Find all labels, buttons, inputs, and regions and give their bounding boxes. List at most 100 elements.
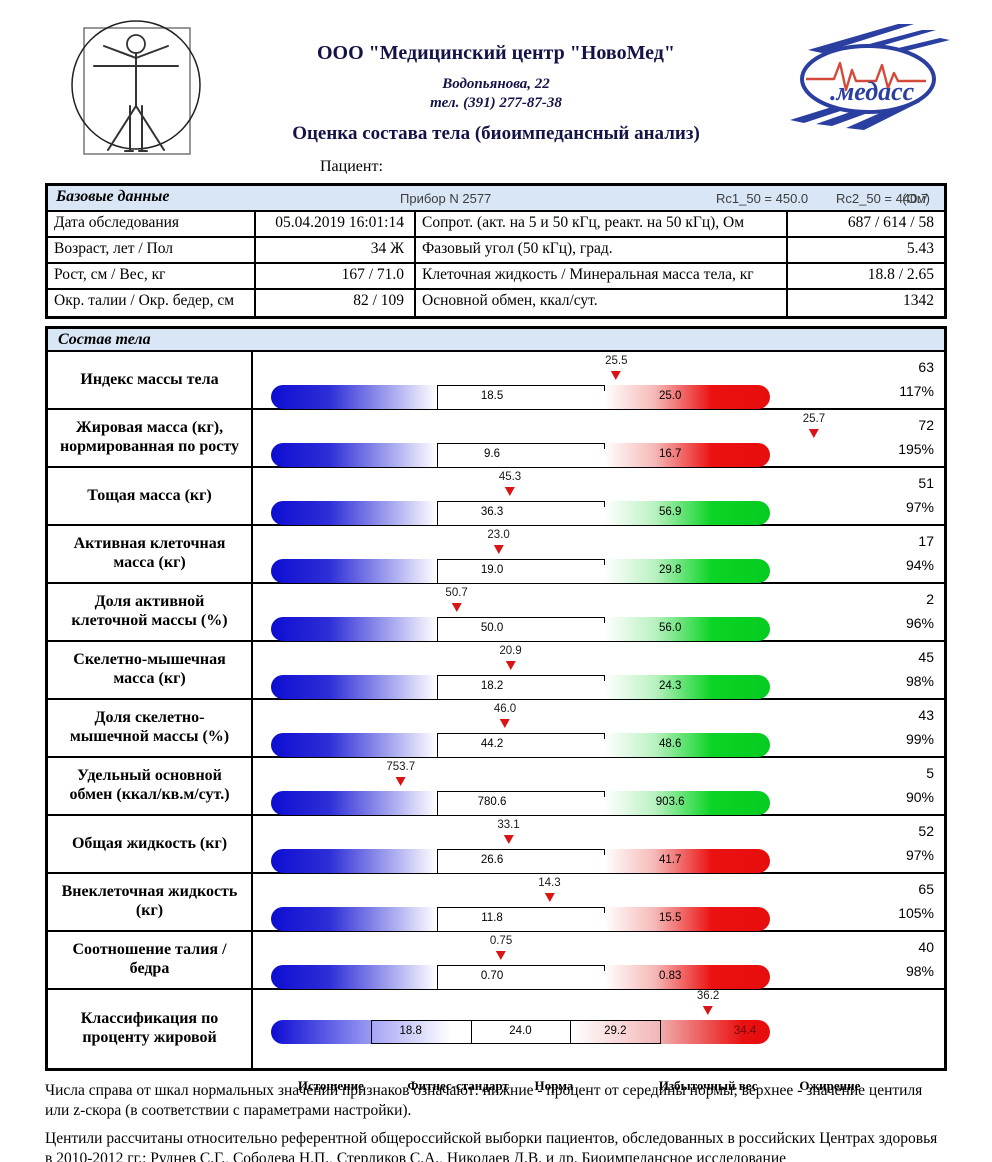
marker-value: 36.2 bbox=[696, 990, 720, 1002]
bar-area: 25.5 18.5 25.0 bbox=[253, 352, 944, 410]
bar-zone-upper bbox=[603, 559, 770, 583]
segment-underweight bbox=[271, 1020, 371, 1044]
composition-row: Доля скелетно-мышечной массы (%) 46.0 44… bbox=[48, 700, 944, 758]
param-label: Рост, см / Вес, кг bbox=[48, 264, 256, 288]
scale-tick-mid bbox=[560, 525, 603, 526]
basic-data-header: Базовые данные Прибор N 2577 Rc1_50 = 45… bbox=[48, 186, 944, 212]
scale-tick-top bbox=[603, 617, 605, 623]
bar-zone-lower bbox=[271, 849, 438, 873]
bar-area: 0.75 0.70 0.83 bbox=[253, 932, 944, 990]
org-name: ООО "Медицинский центр "НовоМед" bbox=[316, 42, 676, 64]
logo-text: .медасс bbox=[830, 77, 915, 106]
scale-tick-top bbox=[603, 675, 605, 681]
norm-low-label: 0.70 bbox=[480, 970, 504, 982]
marker-value: 25.5 bbox=[605, 355, 628, 367]
norm-low-label: 36.3 bbox=[480, 506, 504, 518]
footnote-paragraph: Центили рассчитаны относительно референт… bbox=[45, 1129, 938, 1162]
composition-row: Индекс массы тела 25.5 18.5 25.0 63 117% bbox=[48, 352, 944, 410]
basic-data-table: Базовые данные Прибор N 2577 Rc1_50 = 45… bbox=[45, 183, 947, 319]
composition-row: Активная клеточная масса (кг) 23.0 19.0 … bbox=[48, 526, 944, 584]
param-value: 687 / 614 / 58 bbox=[847, 214, 934, 231]
bar-zone-normal bbox=[437, 733, 604, 757]
classification-row: Классификация по проценту жировой 36.2 1… bbox=[48, 990, 944, 1093]
param-label: Возраст, лет / Пол bbox=[48, 238, 256, 262]
bar-zone-lower bbox=[271, 501, 438, 525]
marker-triangle-icon bbox=[500, 719, 511, 728]
marker-value: 0.75 bbox=[489, 935, 513, 947]
norm-high-label: 24.3 bbox=[658, 680, 682, 692]
centile-value: 2 bbox=[926, 591, 934, 607]
param-value: 34 Ж bbox=[256, 238, 416, 262]
scale-tick-mid bbox=[560, 409, 603, 410]
marker-triangle-icon bbox=[451, 603, 462, 612]
norm-high-label: 16.7 bbox=[658, 448, 682, 460]
bar-zone-lower bbox=[271, 907, 438, 931]
scale-bar: 33.1 26.6 41.7 bbox=[271, 819, 770, 874]
bar-zone-upper bbox=[603, 907, 770, 931]
bar-zone-normal bbox=[437, 559, 604, 583]
composition-row: Соотношение талия / бедра 0.75 0.70 0.83… bbox=[48, 932, 944, 990]
scale-tick-mid bbox=[560, 467, 603, 468]
norm-high-label: 29.8 bbox=[658, 564, 682, 576]
composition-row: Тощая масса (кг) 45.3 36.3 56.9 51 97% bbox=[48, 468, 944, 526]
scale-tick-mid bbox=[560, 989, 603, 990]
composition-table: Состав тела Индекс массы тела 25.5 18.5 … bbox=[45, 326, 947, 1093]
centile-value: 17 bbox=[918, 533, 934, 549]
segment-obese bbox=[660, 1020, 770, 1044]
norm-high-label: 41.7 bbox=[658, 854, 682, 866]
bar-marker: 14.3 bbox=[538, 877, 561, 907]
rc2-value: Rc2_50 = 440.7 bbox=[836, 191, 929, 206]
centile-value: 45 bbox=[918, 649, 934, 665]
basic-row: Дата обследования 05.04.2019 16:01:14 Со… bbox=[48, 212, 944, 238]
scale-bar: 25.7 9.6 16.7 bbox=[271, 413, 825, 468]
report-title: Оценка состава тела (биоимпедансный анал… bbox=[292, 123, 700, 144]
marker-value: 25.7 bbox=[802, 413, 826, 425]
centile-value: 63 bbox=[918, 359, 934, 375]
patient-label: Пациент: bbox=[320, 158, 383, 175]
parameter-label: Классификация по проценту жировой bbox=[48, 990, 253, 1068]
scale-bar: 50.7 50.0 56.0 bbox=[271, 587, 770, 642]
scale-tick-top bbox=[603, 907, 605, 913]
param-label: Дата обследования bbox=[48, 212, 256, 236]
rc1-value: Rc1_50 = 450.0 bbox=[716, 191, 809, 206]
parameter-label: Жировая масса (кг), нормированная по рос… bbox=[48, 410, 253, 466]
scale-tick-mid bbox=[560, 641, 603, 642]
percent-value: 90% bbox=[905, 789, 934, 805]
marker-triangle-icon bbox=[503, 835, 514, 844]
row-values: 43 99% bbox=[844, 700, 934, 756]
percent-value: 195% bbox=[898, 441, 934, 457]
parameter-label: Доля скелетно-мышечной массы (%) bbox=[48, 700, 253, 756]
segment-norm bbox=[470, 1020, 571, 1044]
bar-zone-lower bbox=[271, 385, 438, 409]
device-number: Прибор N 2577 bbox=[400, 191, 492, 206]
param-label: Фазовый угол (50 кГц), град. bbox=[416, 238, 788, 262]
composition-row: Удельный основной обмен (ккал/кв.м/сут.)… bbox=[48, 758, 944, 816]
marker-value: 20.9 bbox=[499, 645, 522, 657]
centile-value: 52 bbox=[918, 823, 934, 839]
row-values: 72 195% bbox=[844, 410, 934, 466]
parameter-label: Удельный основной обмен (ккал/кв.м/сут.) bbox=[48, 758, 253, 814]
footnote: Числа справа от шкал нормальных значений… bbox=[45, 1081, 947, 1162]
marker-value: 46.0 bbox=[493, 703, 517, 715]
marker-value: 50.7 bbox=[445, 587, 468, 599]
marker-triangle-icon bbox=[395, 777, 406, 786]
marker-value: 33.1 bbox=[497, 819, 520, 831]
norm-low-label: 9.6 bbox=[484, 448, 501, 460]
footnote-paragraph: Числа справа от шкал нормальных значений… bbox=[45, 1082, 923, 1120]
row-values: 52 97% bbox=[844, 816, 934, 872]
row-values: 65 105% bbox=[844, 874, 934, 930]
parameter-label: Активная клеточная масса (кг) bbox=[48, 526, 253, 582]
bar-zone-upper bbox=[603, 443, 770, 467]
bar-zone-upper bbox=[603, 733, 770, 757]
percent-value: 105% bbox=[898, 905, 934, 921]
bar-marker: 20.9 bbox=[499, 645, 522, 675]
bar-area: 33.1 26.6 41.7 bbox=[253, 816, 944, 874]
bar-zone-lower bbox=[271, 733, 438, 757]
parameter-label: Внеклеточная жидкость (кг) bbox=[48, 874, 253, 930]
marker-value: 45.3 bbox=[498, 471, 522, 483]
bar-marker: 23.0 bbox=[487, 529, 510, 559]
scale-tick-top bbox=[603, 559, 605, 565]
percent-value: 99% bbox=[905, 731, 934, 747]
scale-bar: 23.0 19.0 29.8 bbox=[271, 529, 770, 584]
